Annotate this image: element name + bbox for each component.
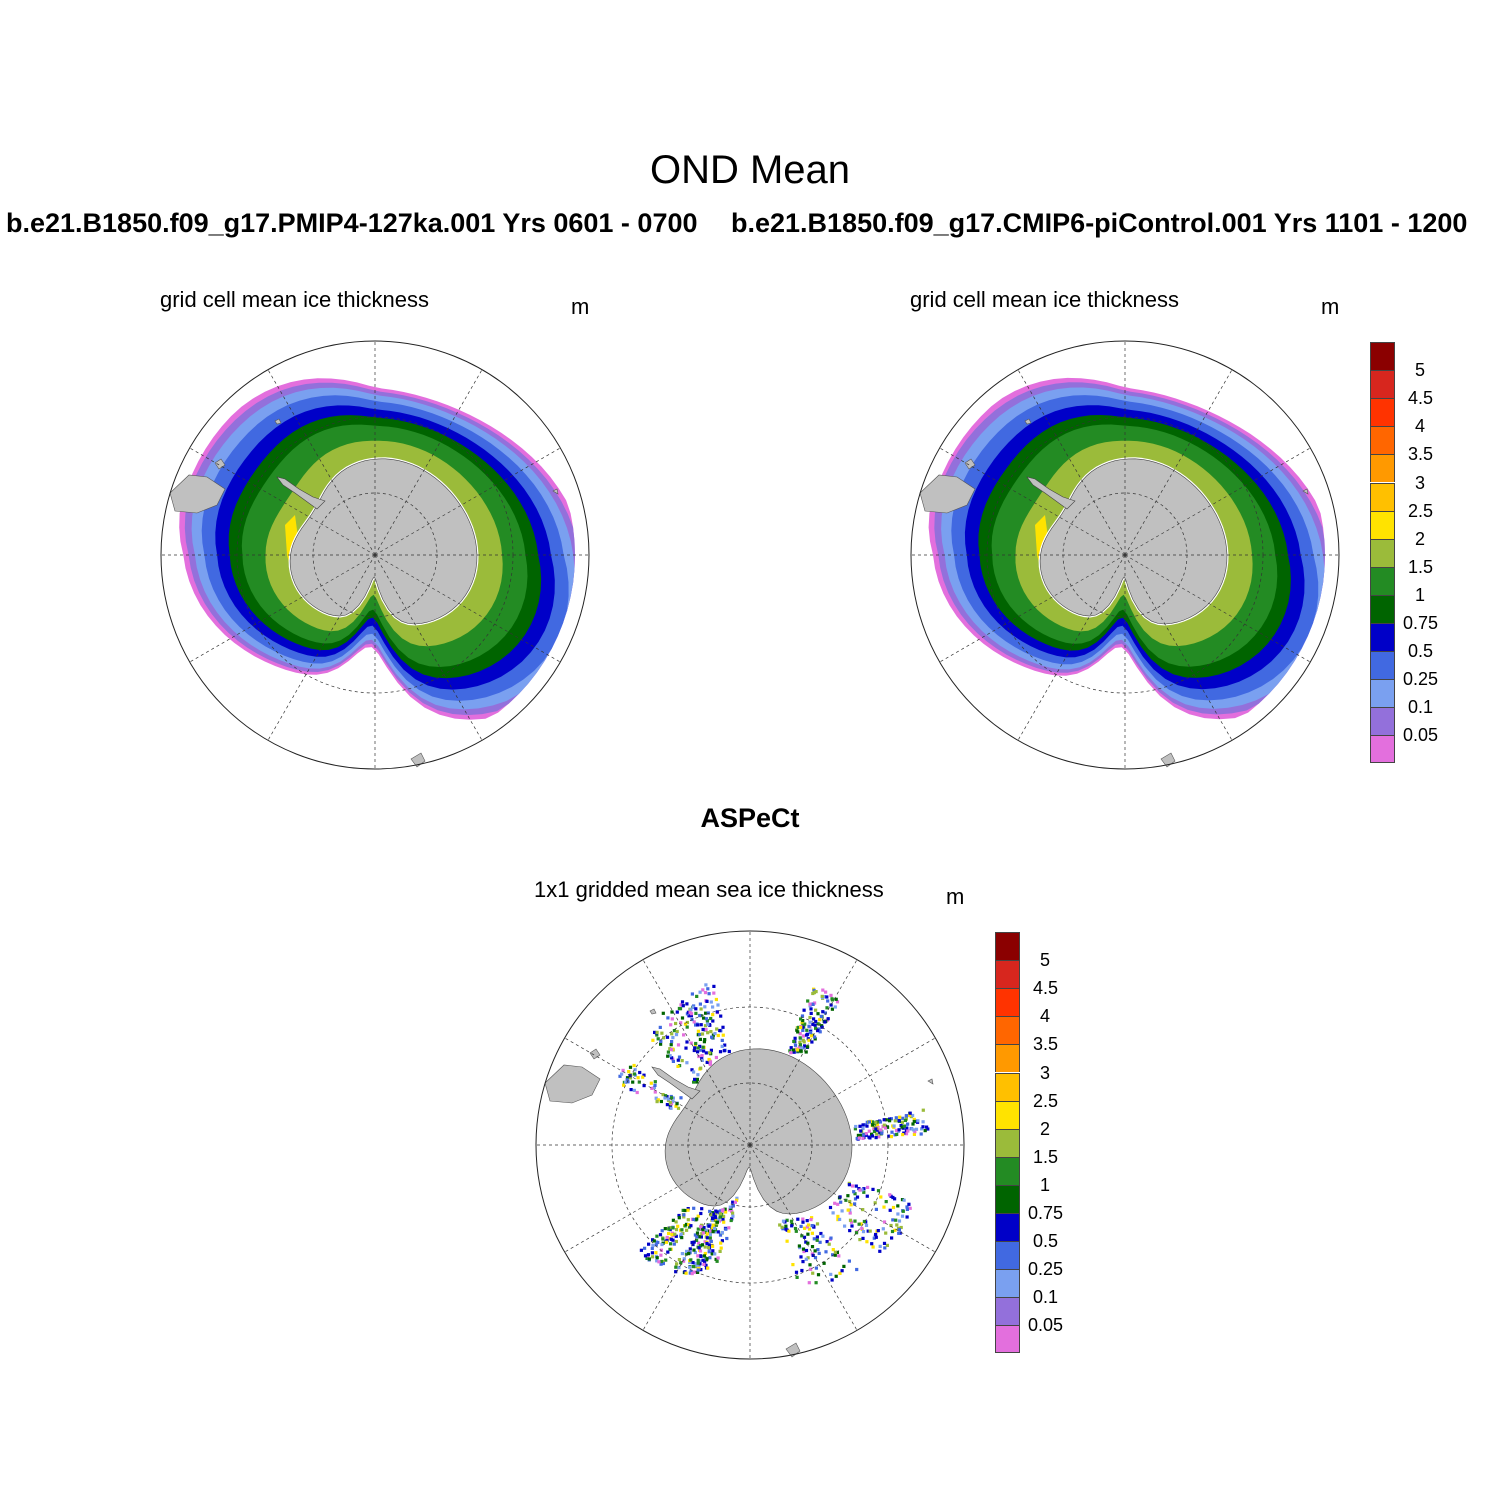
colorbar-swatch <box>995 1184 1020 1213</box>
main-title: OND Mean <box>649 148 851 192</box>
colorbar-swatch <box>1370 398 1395 427</box>
colorbar-tick-label: 0.1 <box>1033 1287 1059 1308</box>
units-label-right: m <box>1321 294 1340 319</box>
polar-map-right <box>910 340 1340 770</box>
colorbar-tick-label: 0.25 <box>1403 669 1439 690</box>
colorbar-tick-label: 0.25 <box>1028 1259 1064 1280</box>
colorbar-tick-label: 1 <box>1040 1174 1051 1195</box>
colorbar-tick-label: 1.5 <box>1033 1146 1059 1167</box>
colorbar-swatch <box>1370 342 1395 371</box>
colorbar-tick-label: 1.5 <box>1408 556 1434 577</box>
colorbar-swatch <box>995 960 1020 989</box>
observation-title: ASPeCt <box>700 803 800 833</box>
colorbar-swatch <box>1370 679 1395 708</box>
colorbar-swatch <box>995 1072 1020 1101</box>
polar-map-observations <box>535 930 965 1360</box>
colorbar-tick-label: 0.75 <box>1028 1203 1064 1223</box>
colorbar-swatch <box>995 1241 1020 1270</box>
colorbar-tick-label: 2 <box>1415 528 1426 549</box>
colorbar-tick-label: 4.5 <box>1033 978 1059 999</box>
colorbar-swatch <box>1370 594 1395 623</box>
units-label-obs: m <box>946 884 965 909</box>
case-title-right: b.e21.B1850.f09_g17.CMIP6-piControl.001 … <box>731 208 1468 238</box>
colorbar-swatch <box>995 1325 1020 1354</box>
colorbar-swatch <box>995 1213 1020 1242</box>
colorbar-tick-label: 2 <box>1040 1118 1051 1139</box>
units-label-left: m <box>571 294 590 319</box>
colorbar-tick-label: 0.75 <box>1403 613 1439 633</box>
colorbar-tick-label: 1 <box>1415 584 1426 605</box>
colorbar-tick-label: 5 <box>1415 360 1426 381</box>
colorbar-swatch <box>1370 566 1395 595</box>
colorbar-tick-label: 2.5 <box>1408 500 1434 521</box>
colorbar-swatch <box>1370 454 1395 483</box>
colorbar-tick-label: 0.05 <box>1028 1315 1064 1336</box>
colorbar-swatch <box>1370 623 1395 652</box>
colorbar-swatch <box>1370 510 1395 539</box>
colorbar-tick-label: 0.5 <box>1033 1231 1059 1252</box>
variable-label-right: grid cell mean ice thickness <box>910 287 1180 312</box>
colorbar-swatch <box>1370 426 1395 455</box>
colorbar-tick-label: 0.05 <box>1403 725 1439 746</box>
colorbar-tick-label: 2.5 <box>1033 1090 1059 1111</box>
colorbar-swatch <box>995 1269 1020 1298</box>
colorbar-swatch <box>995 1128 1020 1157</box>
colorbar-swatch <box>1370 538 1395 567</box>
colorbar-swatch <box>1370 735 1395 764</box>
colorbar-swatch <box>1370 651 1395 680</box>
case-title-left: b.e21.B1850.f09_g17.PMIP4-127ka.001 Yrs … <box>6 208 698 238</box>
colorbar-swatch <box>1370 370 1395 399</box>
colorbar-swatch <box>995 1016 1020 1045</box>
colorbar-swatch <box>1370 707 1395 736</box>
colorbar-tick-label: 0.5 <box>1408 641 1434 662</box>
colorbar-swatch <box>995 988 1020 1017</box>
colorbar-swatch <box>995 1156 1020 1185</box>
colorbar-tick-label: 4 <box>1040 1006 1051 1027</box>
colorbar-tick-label: 3.5 <box>1033 1034 1059 1055</box>
colorbar-tick-label: 0.1 <box>1408 697 1434 718</box>
colorbar-tick-label: 4 <box>1415 416 1426 437</box>
colorbar-swatch <box>995 1100 1020 1129</box>
colorbar-tick-label: 5 <box>1040 950 1051 971</box>
polar-map-left <box>160 340 590 770</box>
variable-label-obs: 1x1 gridded mean sea ice thickness <box>534 877 884 902</box>
variable-label-left: grid cell mean ice thickness <box>160 287 430 312</box>
colorbar-tick-label: 3 <box>1415 472 1426 493</box>
colorbar-swatch <box>995 932 1020 961</box>
colorbar-tick-label: 4.5 <box>1408 388 1434 409</box>
observation-track-points <box>618 983 930 1285</box>
colorbar-swatch <box>995 1044 1020 1073</box>
colorbar-tick-label: 3 <box>1040 1062 1051 1083</box>
colorbar-tick-label: 3.5 <box>1408 444 1434 465</box>
colorbar-swatch <box>1370 482 1395 511</box>
colorbar-swatch <box>995 1297 1020 1326</box>
